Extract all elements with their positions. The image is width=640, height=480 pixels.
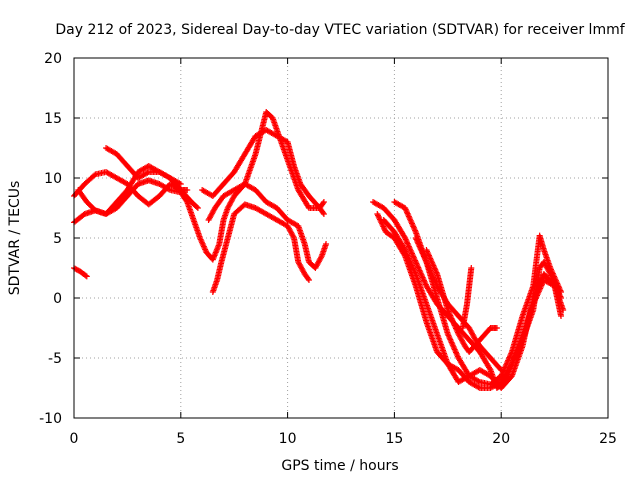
data-series-layer: [71, 109, 567, 391]
data-point: [320, 200, 327, 207]
series-track-b3: [391, 199, 565, 388]
series-track-a7: [205, 181, 330, 271]
data-point: [497, 365, 504, 372]
y-tick-label: 10: [44, 171, 62, 187]
data-point: [374, 212, 381, 219]
y-tick-label: 0: [53, 291, 62, 307]
data-point: [379, 222, 386, 229]
data-point: [305, 275, 312, 282]
x-tick-label: 25: [599, 431, 617, 447]
data-point: [560, 307, 567, 313]
data-point: [380, 224, 387, 231]
data-point: [305, 277, 312, 283]
y-axis-label: SDTVAR / TECUs: [7, 181, 23, 296]
chart-title: Day 212 of 2023, Sidereal Day-to-day VTE…: [55, 22, 625, 38]
series-track-a1: [71, 265, 90, 280]
data-point: [486, 365, 493, 372]
data-point: [177, 181, 184, 187]
data-point: [290, 233, 297, 240]
data-point: [375, 213, 382, 220]
x-tick-label: 20: [492, 431, 510, 447]
x-axis-label: GPS time / hours: [281, 458, 398, 474]
x-tick-label: 10: [279, 431, 297, 447]
data-point: [558, 313, 565, 319]
data-point: [381, 226, 388, 233]
x-tick-label: 5: [176, 431, 185, 447]
y-tick-label: 15: [44, 111, 62, 127]
data-point: [374, 211, 381, 217]
data-point: [320, 199, 327, 205]
series-track-b6: [423, 247, 500, 355]
data-point: [468, 265, 475, 271]
axis-ticks: 0 5 10 15 20 25 -10 -5 0 5 10 15 20: [39, 51, 617, 447]
data-point: [144, 169, 151, 176]
data-point: [176, 180, 183, 187]
data-point: [493, 325, 500, 331]
series-track-a6: [199, 127, 327, 217]
data-point: [320, 209, 327, 216]
series-track-a8: [209, 201, 312, 295]
series-track-a5: [75, 163, 184, 217]
data-point: [318, 254, 325, 261]
data-point: [475, 384, 482, 391]
data-point: [323, 241, 330, 247]
series-track-b7: [459, 265, 475, 331]
y-tick-label: 5: [53, 231, 62, 247]
series-track-b4: [380, 217, 567, 391]
series-track-a2: [71, 109, 327, 263]
y-tick-label: 20: [44, 51, 62, 67]
grid-lines: [74, 58, 608, 418]
series-track-a3: [71, 169, 201, 211]
data-point: [380, 223, 387, 230]
data-point: [193, 204, 200, 210]
y-tick-label: -10: [39, 411, 62, 427]
data-point: [475, 378, 482, 385]
data-point: [376, 215, 383, 222]
data-point: [320, 211, 327, 217]
data-point: [184, 187, 191, 193]
x-tick-label: 15: [385, 431, 403, 447]
data-point: [401, 233, 408, 240]
data-point: [194, 205, 201, 211]
data-point: [498, 367, 505, 373]
x-tick-label: 0: [70, 431, 79, 447]
data-point: [401, 245, 408, 252]
data-point: [82, 272, 89, 279]
y-tick-label: -5: [48, 351, 62, 367]
data-point: [83, 273, 90, 280]
